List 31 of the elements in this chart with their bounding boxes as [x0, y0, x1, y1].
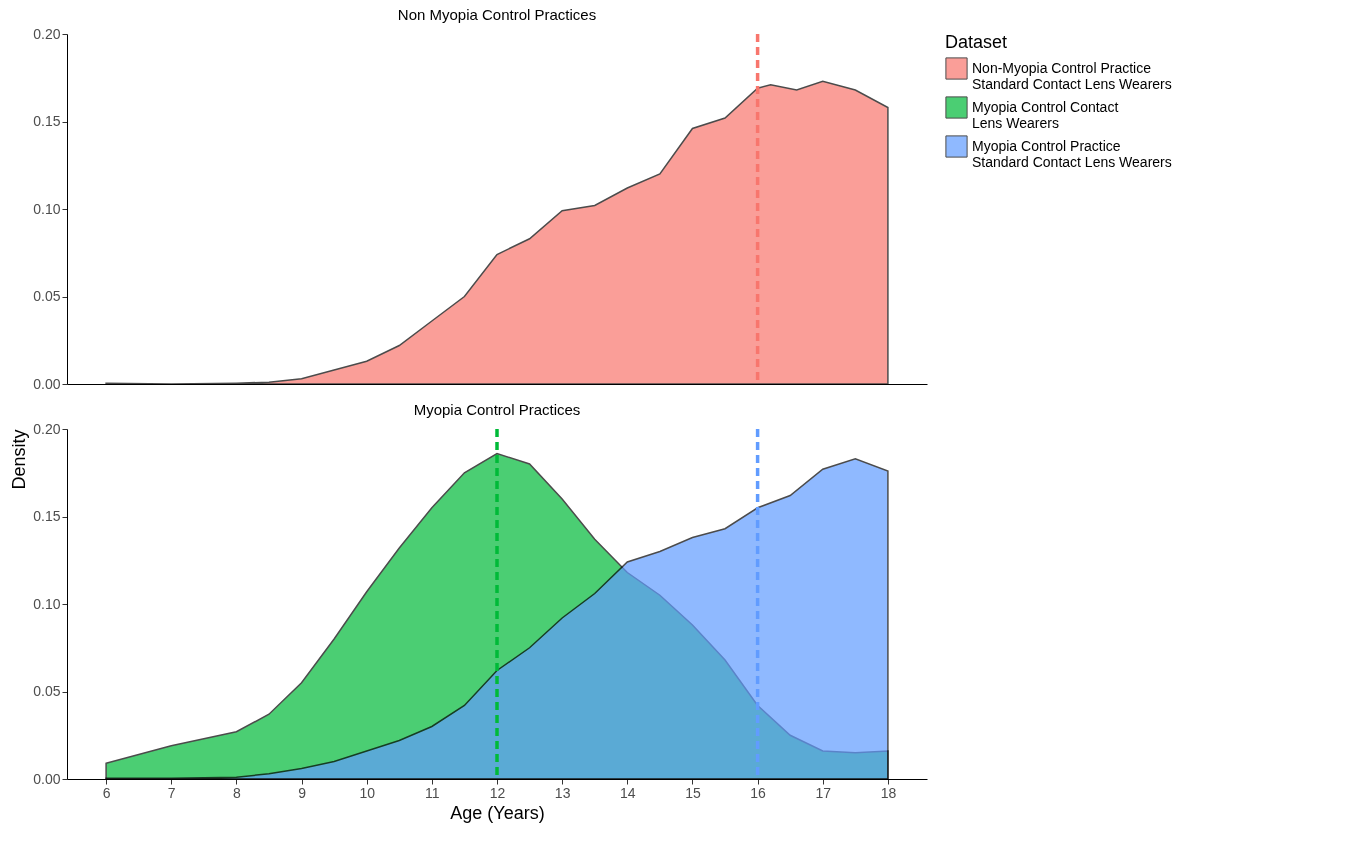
y-tick-label: 0.15 [33, 508, 61, 524]
x-tick-label: 13 [554, 784, 571, 801]
y-tick-label: 0.10 [33, 595, 61, 612]
y-tick-label: 0.15 [33, 113, 61, 129]
legend-label: Non-Myopia Control Practice Standard Contact Lens Wearers [972, 59, 1172, 92]
x-tick-label: 11 [425, 784, 440, 801]
x-tick-label: 16 [750, 784, 767, 801]
y-tick-label: 0.10 [33, 200, 61, 217]
y-tick-label: 0.00 [33, 375, 61, 392]
x-tick-label: 12 [489, 784, 506, 801]
y-axis-title: Density [9, 429, 30, 490]
x-tick-label: 10 [359, 784, 376, 801]
y-tick-label: 0.20 [33, 25, 61, 42]
y-tick-label: 0.05 [33, 683, 61, 699]
x-tick-label: 17 [815, 784, 832, 801]
x-axis-title: Age (Years) [450, 802, 545, 823]
x-tick-label: 15 [685, 784, 701, 801]
chart-title: Non Myopia Control Practices [397, 6, 597, 23]
legend-label: Myopia Control Contact Lens Wearers [972, 98, 1119, 131]
x-tick-label: 6 [102, 784, 111, 801]
x-tick-label: 14 [620, 784, 636, 801]
chart-title: Myopia Control Practices [413, 401, 581, 418]
y-tick-label: 0.00 [33, 770, 61, 787]
legend-title: Dataset [945, 32, 1008, 52]
x-tick-label: 7 [167, 784, 176, 801]
x-tick-label: 8 [233, 784, 241, 801]
x-tick-label: 18 [880, 784, 897, 801]
legend-label: Myopia Control Practice Standard Contact Lens Wearers [972, 137, 1172, 170]
y-tick-label: 0.05 [33, 288, 61, 304]
y-tick-label: 0.20 [33, 420, 61, 437]
x-tick-label: 9 [298, 784, 307, 801]
